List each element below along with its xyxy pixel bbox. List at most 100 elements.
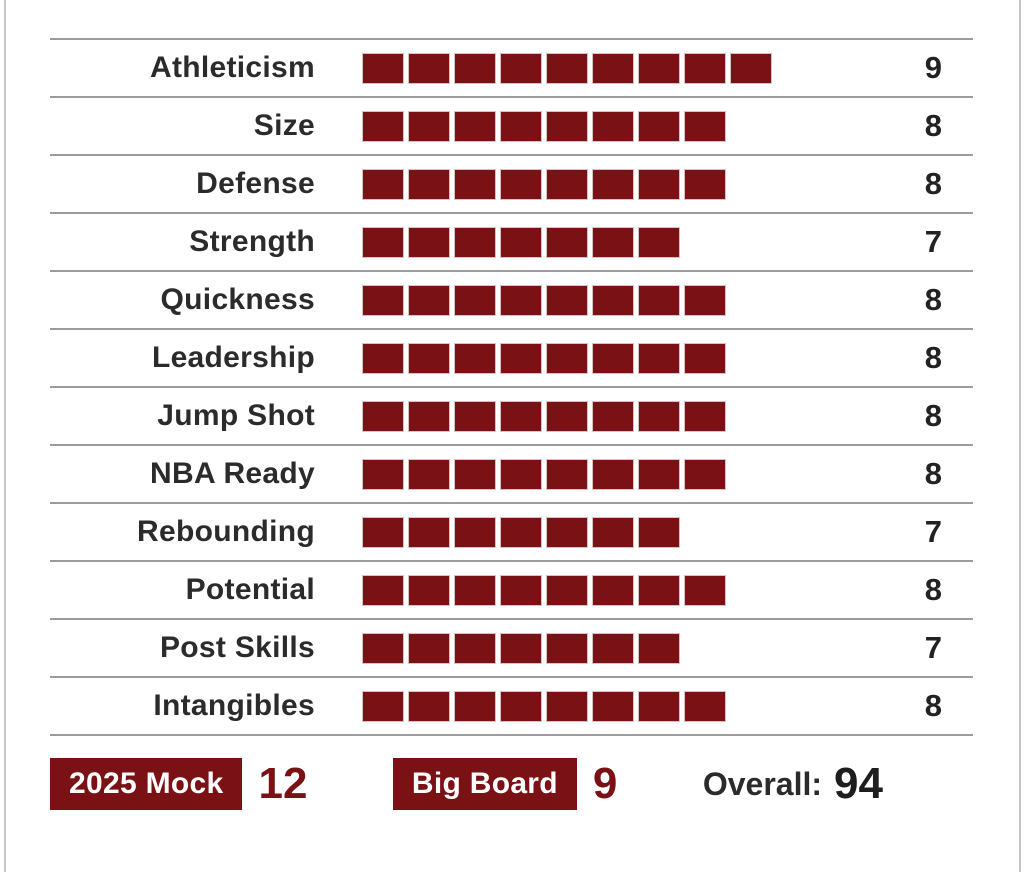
rating-block [501, 169, 541, 199]
rating-score: 8 [924, 456, 942, 491]
overall-value: 94 [834, 759, 883, 808]
rating-block [409, 517, 449, 547]
rating-block [409, 53, 449, 83]
rating-block [547, 53, 587, 83]
rating-block [639, 169, 679, 199]
rating-block [639, 227, 679, 257]
rating-score: 8 [924, 108, 942, 143]
rating-score: 7 [924, 630, 942, 665]
rating-block [363, 285, 403, 315]
rating-block [455, 691, 495, 721]
rating-block [547, 575, 587, 605]
rating-score: 7 [924, 224, 942, 259]
rating-block [501, 517, 541, 547]
rating-label: Post Skills [159, 631, 315, 664]
rating-score: 8 [924, 282, 942, 317]
rating-block [455, 111, 495, 141]
big-board-badge: Big Board [392, 758, 577, 810]
rating-block [363, 633, 403, 663]
rating-blocks [363, 227, 679, 257]
rating-block [593, 575, 633, 605]
rating-block [685, 401, 725, 431]
rating-score: 8 [924, 166, 942, 201]
rating-row: Jump Shot 8 [50, 388, 973, 446]
rating-block [363, 459, 403, 489]
rating-block [593, 633, 633, 663]
rating-block [409, 459, 449, 489]
rating-score: 8 [924, 688, 942, 723]
card-right-border [1019, 0, 1021, 872]
rating-block [685, 285, 725, 315]
rating-label: Quickness [160, 283, 315, 316]
rating-block [639, 517, 679, 547]
rating-block [547, 401, 587, 431]
rating-block [547, 633, 587, 663]
rating-row: Strength 7 [50, 214, 973, 272]
rating-block [363, 343, 403, 373]
rating-blocks [363, 459, 725, 489]
mock-value: 12 [258, 759, 308, 808]
big-board-group: Big Board 9 [392, 758, 617, 810]
rating-block [639, 285, 679, 315]
rating-block [639, 53, 679, 83]
rating-score: 8 [924, 398, 942, 433]
rating-blocks [363, 401, 725, 431]
rating-block [455, 633, 495, 663]
rating-block [547, 517, 587, 547]
rating-block [593, 53, 633, 83]
rating-block [501, 401, 541, 431]
rating-block [501, 285, 541, 315]
rating-block [501, 575, 541, 605]
rating-block [455, 459, 495, 489]
rating-row: NBA Ready 8 [50, 446, 973, 504]
rating-label: NBA Ready [150, 457, 315, 490]
rating-label: Rebounding [137, 515, 315, 548]
rating-row: Post Skills 7 [50, 620, 973, 678]
rating-block [547, 285, 587, 315]
rating-block [593, 517, 633, 547]
rating-row: Intangibles 8 [50, 678, 973, 736]
rating-blocks [363, 53, 771, 83]
rating-block [593, 343, 633, 373]
rating-label: Size [253, 109, 315, 142]
rating-block [363, 575, 403, 605]
rating-block [547, 227, 587, 257]
rating-blocks [363, 691, 725, 721]
rating-block [639, 111, 679, 141]
rating-block [501, 633, 541, 663]
rating-block [455, 401, 495, 431]
rating-block [685, 53, 725, 83]
rating-block [455, 517, 495, 547]
rating-row: Size 8 [50, 98, 973, 156]
rating-block [409, 111, 449, 141]
rating-block [363, 227, 403, 257]
rating-block [685, 575, 725, 605]
rating-block [593, 111, 633, 141]
rating-row: Quickness 8 [50, 272, 973, 330]
rating-blocks [363, 575, 725, 605]
rating-block [731, 53, 771, 83]
rating-label: Defense [196, 167, 315, 200]
rating-block [363, 517, 403, 547]
rating-block [685, 343, 725, 373]
rating-label: Leadership [151, 341, 315, 374]
rating-block [593, 459, 633, 489]
rating-block [593, 169, 633, 199]
rating-block [409, 633, 449, 663]
rating-block [409, 401, 449, 431]
rating-score: 8 [924, 572, 942, 607]
rating-block [639, 459, 679, 489]
rating-block [685, 169, 725, 199]
rating-block [363, 111, 403, 141]
mock-group: 2025 Mock 12 [50, 758, 307, 810]
rating-blocks [363, 517, 679, 547]
rating-score: 9 [924, 50, 942, 85]
rating-blocks [363, 633, 679, 663]
rating-block [501, 227, 541, 257]
rating-block [501, 343, 541, 373]
rating-block [547, 691, 587, 721]
rating-label: Strength [189, 225, 315, 258]
rating-row: Leadership 8 [50, 330, 973, 388]
summary-footer: 2025 Mock 12 Big Board 9 Overall: 94 [50, 758, 973, 810]
